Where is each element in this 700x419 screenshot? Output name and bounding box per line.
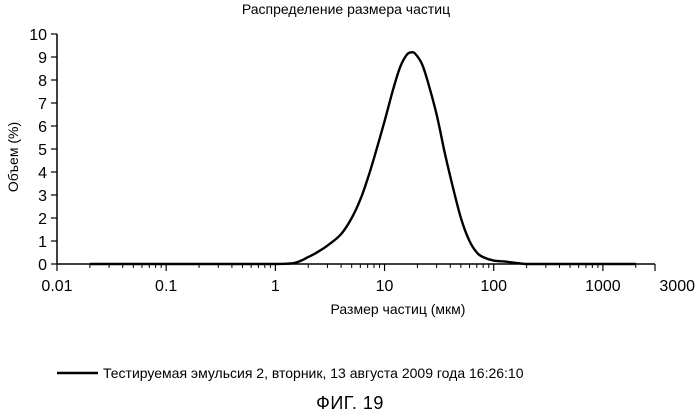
y-tick-label: 5 (38, 142, 47, 159)
legend-label: Тестируемая эмульсия 2, вторник, 13 авгу… (103, 365, 524, 381)
y-tick-label: 4 (38, 165, 47, 182)
y-axis-label: Объем (%) (5, 122, 21, 192)
x-tick-label: 1000 (585, 278, 621, 295)
x-tick-label: 3000 (659, 278, 695, 295)
chart-title: Распределение размера частиц (242, 1, 450, 17)
axes (57, 34, 655, 264)
x-tick-label: 0.01 (41, 278, 72, 295)
series-line (90, 52, 636, 264)
y-tick-label: 0 (38, 257, 47, 274)
y-tick-label: 6 (38, 119, 47, 136)
x-tick-label: 100 (480, 278, 507, 295)
y-tick-label: 3 (38, 188, 47, 205)
x-ticks: 0.01 0.1 1 10 100 1000 3000 (41, 264, 695, 295)
x-tick-label: 0.1 (155, 278, 177, 295)
y-tick-label: 9 (38, 50, 47, 67)
figure-caption: ФИГ. 19 (0, 393, 700, 414)
x-tick-label: 1 (271, 278, 280, 295)
y-tick-label: 10 (29, 27, 47, 44)
y-tick-label: 8 (38, 73, 47, 90)
particle-size-chart: Распределение размера частиц 0 1 2 3 4 5 6 7 8 9 1… (0, 0, 700, 392)
y-tick-label: 2 (38, 211, 47, 228)
x-tick-label: 10 (376, 278, 394, 295)
x-axis-label: Размер частиц (мкм) (331, 301, 466, 317)
y-tick-label: 7 (38, 96, 47, 113)
y-ticks: 0 1 2 3 4 5 6 7 8 9 10 (29, 27, 57, 274)
y-tick-label: 1 (38, 234, 47, 251)
